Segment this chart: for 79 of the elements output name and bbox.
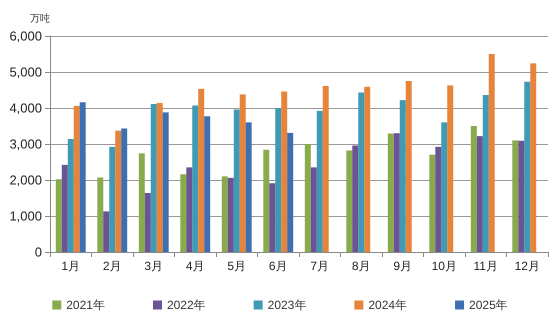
bar: [180, 174, 186, 252]
bar: [447, 85, 454, 252]
bar: [74, 106, 80, 252]
bar: [97, 177, 104, 252]
bar: [121, 128, 128, 252]
bar: [103, 211, 110, 252]
bar: [304, 144, 311, 252]
bar: [435, 146, 442, 252]
y-tick-label: 1,000: [9, 208, 42, 224]
y-tick-label: 4,000: [9, 100, 42, 116]
bar: [150, 104, 157, 252]
x-tick-label: 4月: [186, 259, 205, 273]
x-tick-label: 11月: [474, 259, 498, 273]
bar: [406, 81, 412, 252]
x-tick-label: 5月: [227, 259, 246, 273]
bar: [263, 150, 270, 252]
x-tick-label: 7月: [310, 259, 330, 273]
bar: [186, 167, 192, 252]
legend-label: 2022年: [166, 298, 206, 312]
y-axis-title: 万吨: [30, 12, 50, 24]
bar: [269, 183, 276, 252]
y-tick-label: 0: [34, 244, 42, 260]
bar: [358, 92, 364, 252]
bar: [524, 82, 530, 252]
bar: [476, 136, 483, 252]
bar: [352, 145, 358, 252]
bar: [234, 109, 240, 252]
bar: [512, 140, 518, 252]
bar: [109, 146, 116, 252]
legend-label: 2024年: [368, 298, 408, 312]
bar: [429, 154, 436, 252]
x-tick-label: 3月: [144, 259, 164, 273]
bar: [162, 112, 169, 252]
bar: [56, 179, 62, 252]
x-tick-label: 12月: [514, 259, 540, 273]
bar: [346, 150, 352, 252]
bar: [80, 102, 86, 252]
bar: [275, 108, 282, 252]
bar: [388, 134, 394, 252]
legend-label: 2025年: [469, 298, 508, 312]
x-tick-label: 2月: [102, 259, 122, 273]
bar: [204, 116, 210, 252]
bar: [156, 102, 163, 252]
bar: [198, 88, 204, 252]
bar: [228, 178, 234, 252]
bar: [518, 140, 524, 252]
bar: [394, 133, 400, 252]
legend-label: 2023年: [268, 298, 306, 312]
bar: [287, 132, 294, 252]
x-tick-label: 8月: [352, 259, 371, 273]
bar: [281, 91, 288, 252]
bar: [246, 122, 252, 252]
bar: [488, 54, 495, 252]
y-tick-label: 6,000: [9, 28, 42, 44]
bar: [68, 138, 74, 252]
bar: [441, 122, 448, 252]
bar: [62, 164, 68, 252]
bar: [115, 130, 122, 252]
y-tick-label: 2,000: [9, 172, 42, 188]
bar: [530, 63, 536, 252]
x-tick-label: 9月: [393, 259, 412, 273]
bar: [310, 167, 317, 252]
bar: [470, 126, 477, 252]
bar: [144, 192, 151, 252]
x-tick-label: 6月: [268, 259, 288, 273]
x-tick-label: 1月: [61, 259, 80, 273]
bar: [316, 110, 323, 252]
bar: [400, 100, 406, 252]
bar: [482, 95, 489, 252]
legend-label: 2021年: [66, 298, 105, 312]
y-tick-label: 3,000: [9, 136, 42, 152]
bar: [364, 86, 370, 252]
bar: [192, 105, 198, 252]
bar: [322, 86, 329, 252]
x-tick-label: 10月: [432, 259, 457, 273]
bar: [240, 94, 246, 252]
bar: [222, 176, 228, 252]
y-tick-label: 5,000: [9, 64, 42, 80]
bar: [138, 153, 145, 252]
